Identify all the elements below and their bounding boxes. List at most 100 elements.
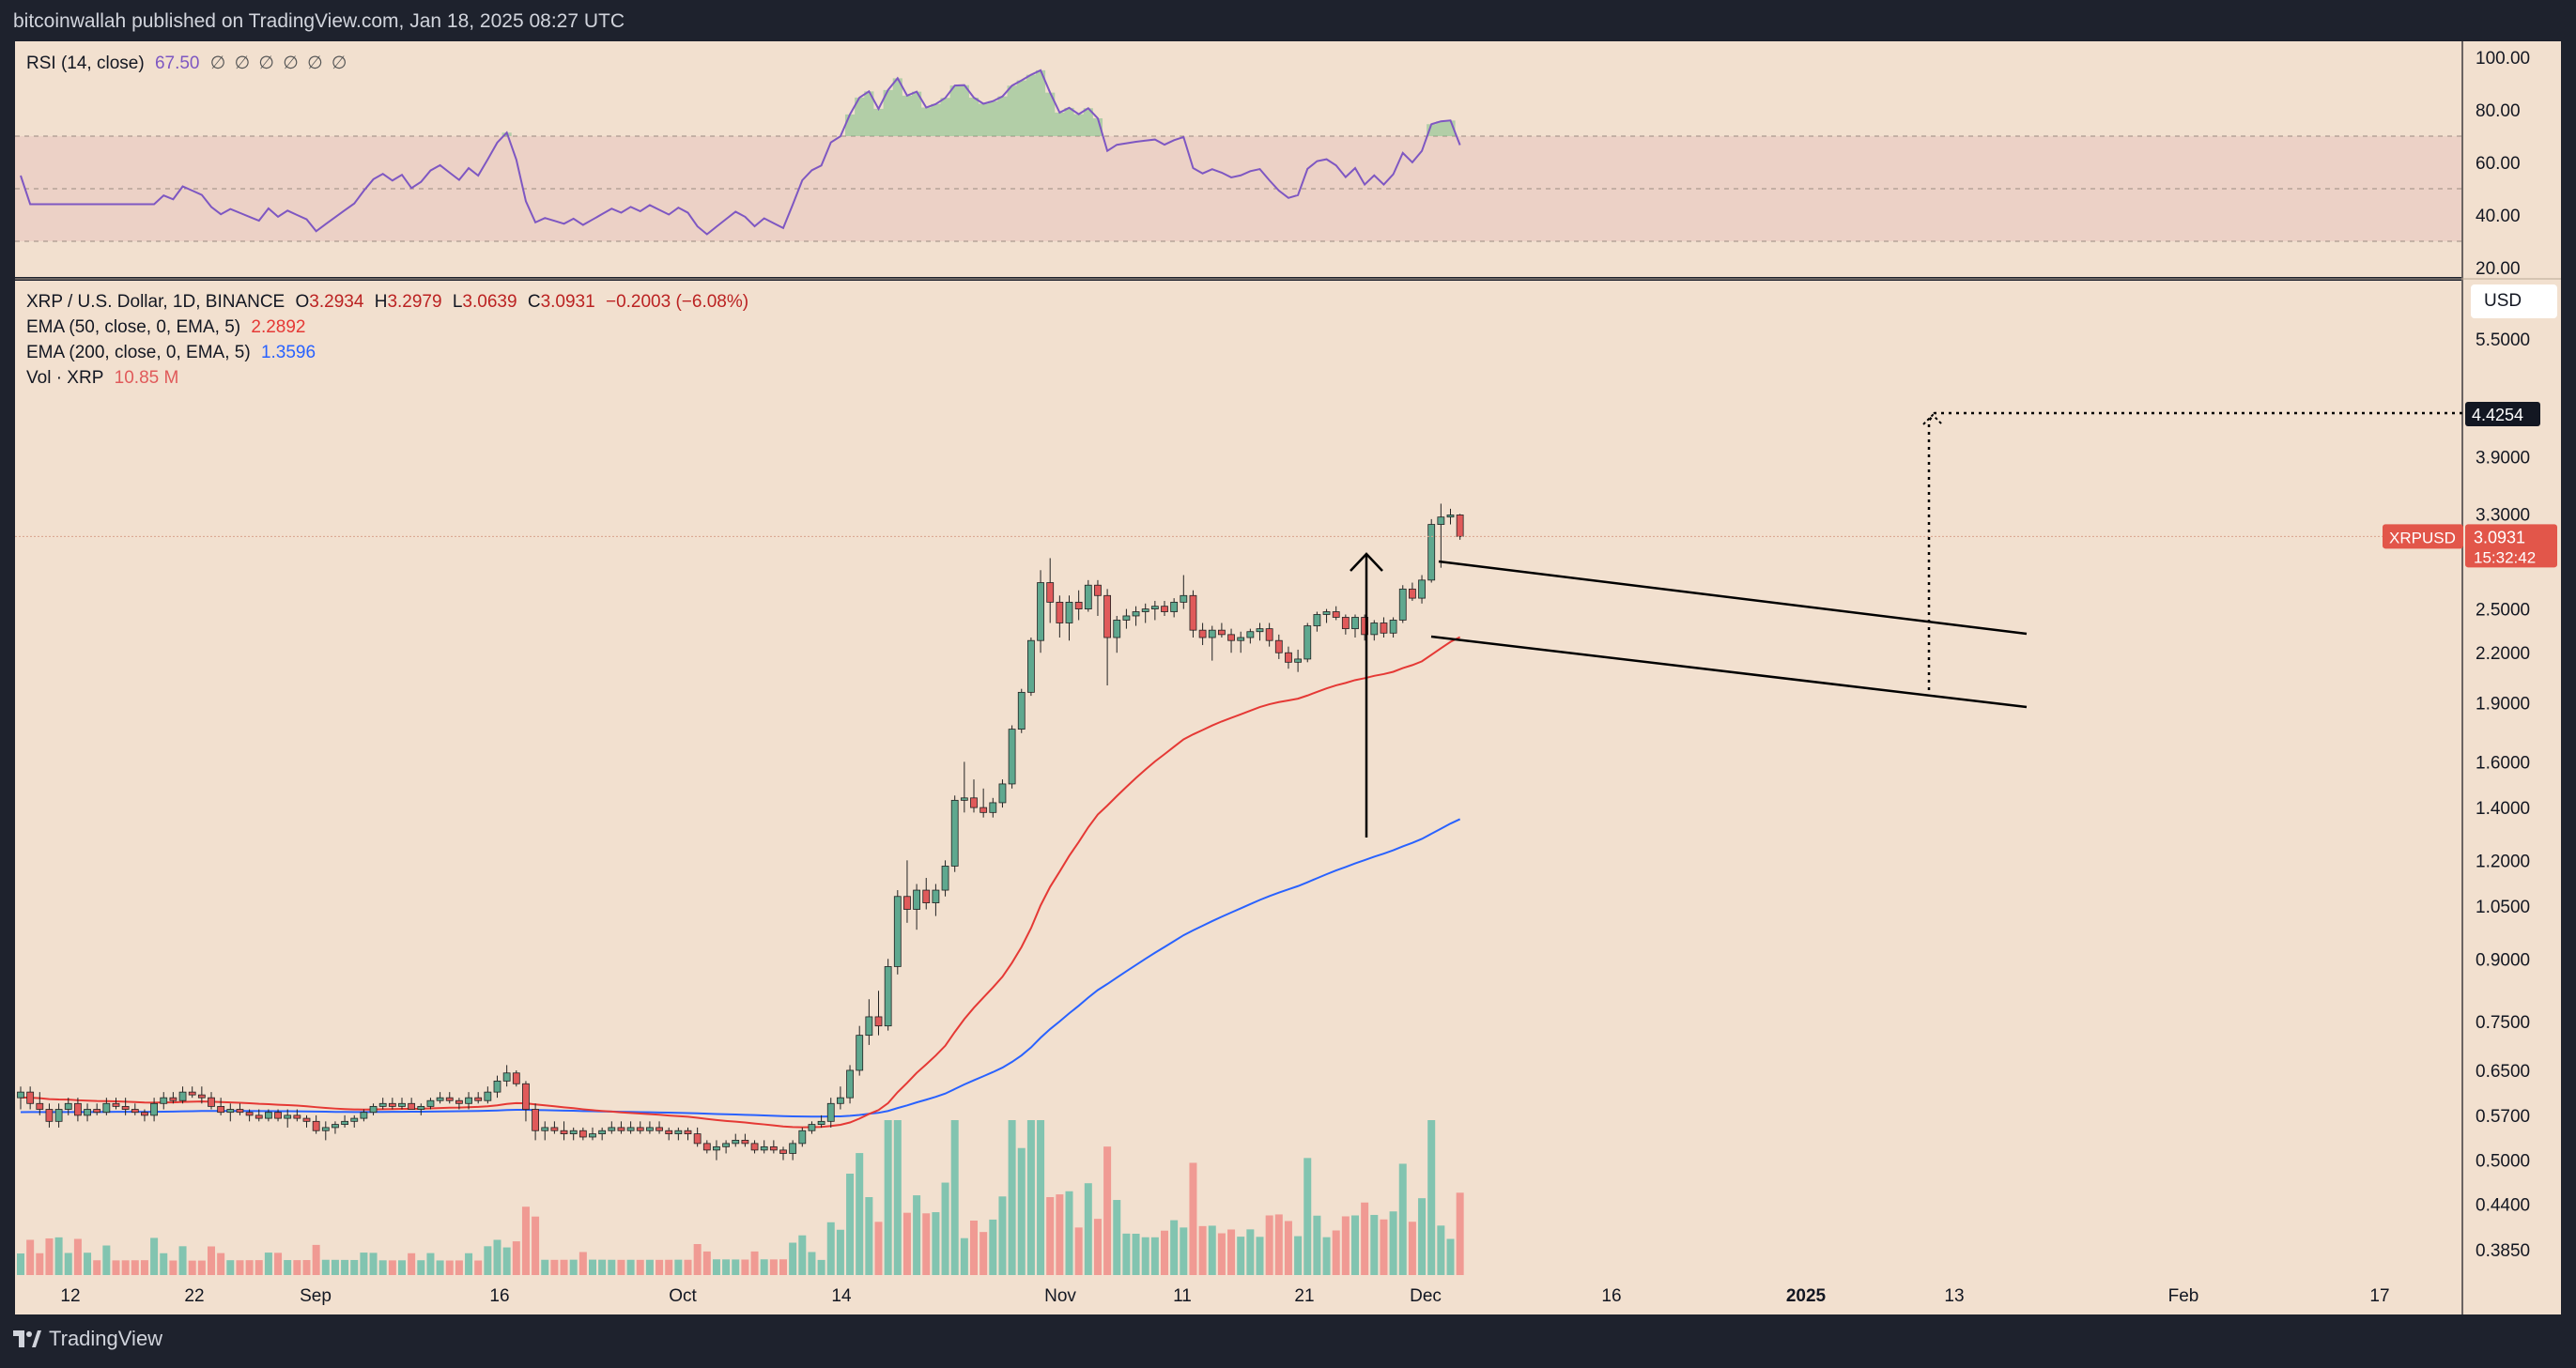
- volume-bar: [54, 1237, 63, 1275]
- time-tick-label: 2025: [1786, 1286, 1827, 1306]
- currency-button[interactable]: USD: [2471, 284, 2557, 318]
- volume-bar: [36, 1253, 44, 1275]
- candle-body: [1150, 606, 1159, 610]
- candle-body: [293, 1114, 301, 1119]
- volume-bar: [684, 1259, 692, 1275]
- time-tick-label: Dec: [1410, 1286, 1442, 1306]
- volume-bar: [1084, 1183, 1092, 1275]
- volume-bar: [626, 1259, 635, 1275]
- volume-bar: [979, 1232, 988, 1275]
- volume-bar: [131, 1260, 139, 1275]
- rsi-value: 67.50: [154, 54, 200, 73]
- candle-body: [93, 1109, 101, 1114]
- candle-body: [1341, 617, 1350, 630]
- tradingview-logo[interactable]: TradingView: [13, 1327, 162, 1351]
- candle-body: [236, 1109, 244, 1114]
- time-tick-label: 12: [60, 1286, 80, 1306]
- volume-bar: [140, 1260, 148, 1275]
- candle-body: [197, 1094, 206, 1099]
- volume-bar: [532, 1216, 540, 1275]
- candle-body: [45, 1109, 54, 1122]
- change-value: −0.2003 (−6.08%): [605, 292, 749, 312]
- volume-bar: [17, 1253, 24, 1275]
- volume-bar: [1237, 1237, 1245, 1275]
- candle-body: [436, 1097, 444, 1101]
- volume-bar: [1332, 1230, 1340, 1275]
- rsi-tick-label: 20.00: [2476, 259, 2521, 279]
- volume-bar: [779, 1259, 787, 1275]
- candle-body: [665, 1130, 673, 1134]
- candle-body: [1332, 611, 1340, 618]
- candle-body: [722, 1143, 730, 1147]
- candle-body: [1056, 601, 1064, 623]
- volume-bar: [1056, 1194, 1064, 1275]
- volume-bar: [84, 1253, 92, 1275]
- rsi-hidden-values: ∅ ∅ ∅ ∅ ∅ ∅: [209, 54, 349, 73]
- volume-bar: [1246, 1229, 1255, 1275]
- volume-bar: [1132, 1233, 1140, 1275]
- price-tick-label: 3.9000: [2476, 448, 2530, 468]
- candle-body: [1027, 639, 1035, 693]
- volume-bar: [1398, 1163, 1407, 1275]
- volume-bar: [960, 1237, 968, 1275]
- candle-body: [208, 1097, 215, 1107]
- ema50-label: EMA (50, close, 0, EMA, 5): [26, 317, 241, 337]
- candle-body: [360, 1112, 368, 1119]
- candle-body: [74, 1102, 82, 1116]
- candle-body: [922, 889, 931, 903]
- volume-bar: [874, 1222, 883, 1275]
- candle-body: [1065, 601, 1073, 623]
- high-label: H: [374, 292, 388, 312]
- candle-body: [950, 799, 959, 867]
- volume-bar: [188, 1260, 196, 1275]
- volume-bar: [398, 1260, 406, 1275]
- volume-legend: Vol · XRP 10.85 M: [26, 368, 184, 389]
- volume-bar: [1284, 1221, 1292, 1275]
- ema50-legend: EMA (50, close, 0, EMA, 5) 2.2892: [26, 317, 312, 338]
- volume-bar: [408, 1253, 416, 1275]
- candle-body: [598, 1130, 607, 1134]
- volume-value: 10.85 M: [114, 368, 179, 388]
- top-bar: bitcoinwallah published on TradingView.c…: [0, 0, 2576, 41]
- candle-body: [674, 1130, 683, 1134]
- candle-body: [750, 1143, 759, 1151]
- candle-body: [284, 1114, 292, 1119]
- volume-bar: [1227, 1229, 1236, 1275]
- candle-body: [1094, 584, 1102, 596]
- volume-bar: [474, 1260, 483, 1275]
- volume-bar: [989, 1219, 997, 1275]
- rsi-line: [20, 69, 1461, 236]
- volume-bar: [656, 1259, 664, 1275]
- candle-body: [1170, 601, 1179, 612]
- volume-bar: [1437, 1225, 1445, 1275]
- candle-body: [465, 1097, 472, 1104]
- candle-body: [102, 1102, 111, 1114]
- candle-body: [312, 1120, 320, 1131]
- candle-body: [626, 1127, 635, 1131]
- candle-body: [1456, 515, 1464, 537]
- volume-bar: [160, 1253, 168, 1275]
- price-pane: [15, 281, 2461, 1275]
- volume-bar: [331, 1259, 339, 1275]
- time-tick-label: 16: [489, 1286, 509, 1306]
- candle-body: [178, 1091, 187, 1101]
- volume-bar: [1294, 1236, 1303, 1275]
- candle-body: [1084, 584, 1092, 610]
- last-price-tag: [2465, 524, 2557, 568]
- volume-bar: [1370, 1214, 1379, 1275]
- candle-body: [608, 1127, 616, 1131]
- volume-bar: [255, 1260, 263, 1275]
- volume-bar: [341, 1259, 349, 1275]
- symbol-tag: [2383, 524, 2463, 549]
- volume-bar: [293, 1260, 301, 1275]
- target-price-tag: [2465, 402, 2540, 426]
- candle-body: [1237, 637, 1245, 641]
- volume-bar: [512, 1241, 520, 1275]
- volume-bar: [197, 1260, 206, 1275]
- candle-body: [1303, 625, 1312, 660]
- candle-body: [1274, 639, 1283, 653]
- volume-bar: [493, 1239, 501, 1275]
- rsi-name: RSI (14, close): [26, 54, 145, 73]
- candle-body: [226, 1109, 235, 1114]
